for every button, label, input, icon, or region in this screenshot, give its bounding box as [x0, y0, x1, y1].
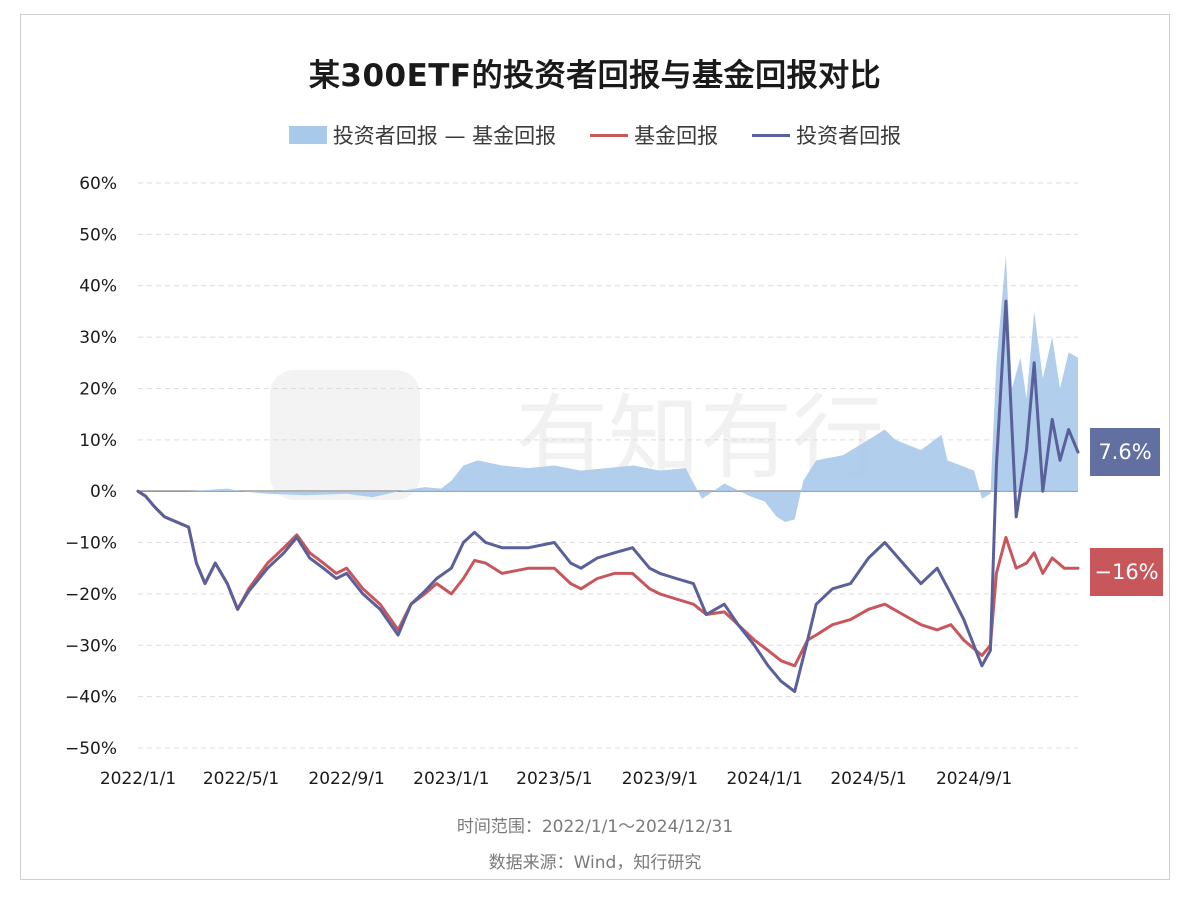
- x-tick-label: 2023/1/1: [413, 769, 489, 789]
- y-tick-label: 60%: [79, 174, 117, 194]
- x-tick-label: 2024/9/1: [936, 769, 1012, 789]
- y-tick-label: 0%: [90, 482, 117, 502]
- area-series-0: [138, 254, 1078, 522]
- line-series: [136, 299, 1080, 693]
- legend-swatch-investor-line: [752, 133, 791, 137]
- x-tick-label: 2024/5/1: [830, 769, 906, 789]
- legend-swatch-fund-line: [590, 133, 629, 137]
- x-tick-label: 2023/9/1: [622, 769, 698, 789]
- watermark-logo: [270, 370, 420, 500]
- area-series: [138, 254, 1078, 522]
- footnote-time-range: 时间范围：2022/1/1～2024/12/31: [456, 817, 734, 837]
- chart-title: 某300ETF的投资者回报与基金回报对比: [308, 58, 882, 94]
- y-tick-label: −10%: [65, 534, 117, 554]
- x-tick-label: 2024/1/1: [726, 769, 802, 789]
- y-tick-label: 40%: [79, 277, 117, 297]
- x-tick-label: 2022/9/1: [308, 769, 384, 789]
- y-axis: 60% 50% 40% 30% 20% 10% 0% −10% −20% −30% −40% −50%: [65, 174, 117, 759]
- footnote-data-source: 数据来源：Wind，知行研究: [488, 853, 702, 873]
- x-axis: 2022/1/1 2022/5/1 2022/9/1 2023/1/1 2023/5/1…: [100, 769, 1012, 789]
- y-tick-label: −50%: [65, 739, 117, 759]
- end-label-investor: 7.6%: [1090, 428, 1160, 476]
- x-tick-label: 2022/5/1: [203, 769, 279, 789]
- chart-frame: [20, 14, 1170, 880]
- chart-legend: 投资者回报 — 基金回报 基金回报 投资者回报: [0, 120, 1190, 150]
- legend-label-investor-return: 投资者回报: [796, 124, 902, 148]
- legend-label-fund-return: 基金回报: [634, 124, 719, 148]
- y-tick-label: 50%: [79, 225, 117, 245]
- legend-label-return-gap: 投资者回报 — 基金回报: [332, 124, 557, 148]
- legend-item-fund-return: 基金回报: [590, 120, 718, 150]
- y-tick-label: −40%: [65, 688, 117, 708]
- y-tick-label: 20%: [79, 379, 117, 399]
- x-tick-label: 2022/1/1: [100, 769, 176, 789]
- legend-item-return-gap: 投资者回报 — 基金回报: [288, 120, 557, 150]
- end-label-fund: −16%: [1090, 548, 1163, 596]
- x-tick-label: 2023/5/1: [516, 769, 592, 789]
- y-tick-label: −30%: [65, 636, 117, 656]
- y-tick-label: 10%: [79, 431, 117, 451]
- y-tick-label: 30%: [79, 328, 117, 348]
- line-series-1: [136, 489, 1080, 668]
- legend-item-investor-return: 投资者回报: [752, 120, 901, 150]
- legend-swatch-area: [288, 126, 327, 144]
- line-series-2: [136, 299, 1080, 693]
- y-tick-label: −20%: [65, 585, 117, 605]
